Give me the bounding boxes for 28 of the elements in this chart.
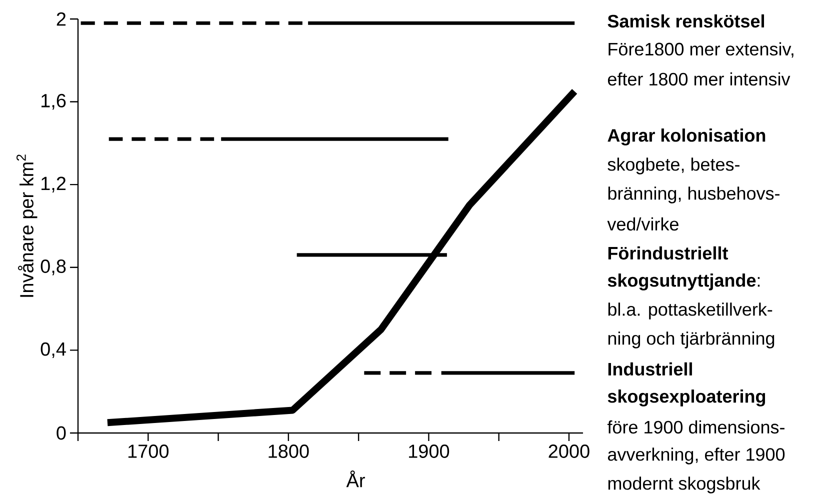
y-axis-title: Invånare per km$^{2}$ [16, 154, 38, 297]
text: bl.a. pottasketillverk- [608, 302, 772, 320]
text: Före1800 mer extensiv, [608, 42, 794, 58]
x-tick-label: 2000 [548, 444, 590, 458]
text: modernt skogsbruk [608, 476, 760, 494]
text: efter 1800 mer intensiv [608, 72, 790, 86]
text: Industriell [608, 362, 692, 376]
text: avverkning, efter 1900 [608, 448, 785, 464]
y-tick-label: 1,2 [42, 176, 66, 192]
y-tick-label: 0,8 [40, 260, 66, 276]
y-tick-label: 0,4 [40, 342, 66, 358]
text: skogbete, betes- [608, 158, 740, 174]
x-axis-title: År [346, 470, 365, 488]
text: skogsutnyttjande: [608, 274, 760, 290]
x-tick-label: 1900 [409, 444, 450, 458]
x-tick-label: 1700 [128, 444, 169, 458]
x-tick-label: 1800 [268, 444, 309, 458]
y-tick-label: 2 [56, 12, 66, 26]
text: Förindustriellt [608, 246, 728, 260]
text: bränning, husbehovs- [608, 186, 780, 204]
text: ved/virke [607, 217, 678, 231]
text: ning och tjärbränning [608, 332, 774, 348]
text: före 1900 dimensions- [607, 420, 784, 434]
y-tick-label: 0 [56, 426, 66, 440]
text: skogsexploatering [608, 390, 766, 406]
y-tick-label: 1,6 [42, 94, 66, 110]
text: Samisk renskötsel [608, 14, 764, 28]
text: Agrar kolonisation [608, 128, 766, 146]
